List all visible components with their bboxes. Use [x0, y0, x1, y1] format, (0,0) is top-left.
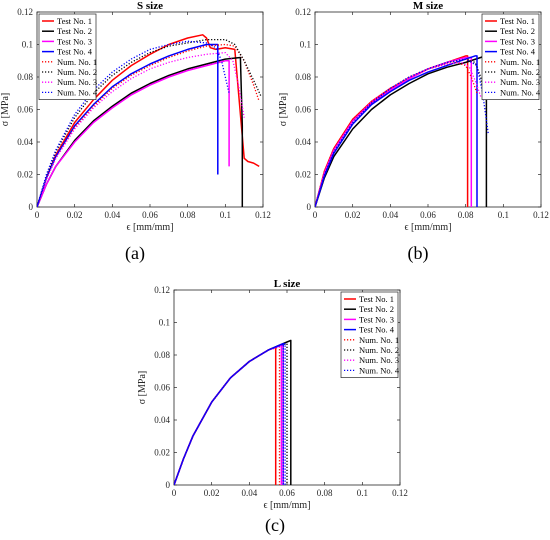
p0-y-tick-label: 0.12: [17, 7, 33, 17]
p2-legend-entry-6: Num. No. 2: [359, 345, 399, 355]
p2-x-tick-label: 0.08: [317, 488, 333, 498]
p1-title: M size: [413, 0, 443, 12]
p0-legend-entry-7: Num. No. 3: [57, 77, 97, 87]
p0-x-tick-label: 0.12: [255, 210, 271, 220]
p2-panel-label: (c): [265, 515, 285, 536]
p2-x-axis-label: ϵ [mm/mm]: [263, 500, 310, 511]
p1-legend-entry-4: Test No. 4: [500, 47, 536, 57]
p1-legend-entry-8: Num. No. 4: [500, 87, 541, 97]
p2-series-group: [174, 339, 292, 485]
p2-title: L size: [274, 278, 301, 290]
p1-x-tick-label: 0: [313, 210, 318, 220]
p0-y-axis-label: σ [MPa]: [0, 93, 11, 126]
p0-series-line-7: [37, 51, 245, 207]
p0-x-tick-label: 0.02: [67, 210, 83, 220]
p1-y-tick-label: 0.1: [300, 40, 311, 50]
p0-y-tick-label: 0.02: [17, 170, 33, 180]
p2-x-tick-label: 0.04: [241, 488, 257, 498]
p2-legend-entry-7: Num. No. 3: [359, 355, 399, 365]
p1-x-tick-label: 0.08: [458, 210, 474, 220]
p1-legend-entry-1: Test No. 1: [500, 16, 535, 26]
p2-x-tick-label: 0: [172, 488, 177, 498]
p1-series-line-7: [315, 61, 482, 207]
p2-legend-entry-2: Test No. 2: [359, 304, 394, 314]
p1-x-tick-label: 0.12: [533, 210, 549, 220]
p0-legend-entry-6: Num. No. 2: [57, 67, 97, 77]
p0-x-axis-label: ϵ [mm/mm]: [126, 222, 173, 233]
p0-legend-entry-1: Test No. 1: [57, 16, 92, 26]
p1-y-tick-label: 0.02: [295, 170, 311, 180]
p2-legend-entry-5: Num. No. 1: [359, 335, 399, 345]
p0-title: S size: [137, 0, 163, 12]
p2-x-tick-label: 0.02: [204, 488, 220, 498]
p1-y-tick-label: 0.06: [295, 105, 311, 115]
p1-x-tick-label: 0.02: [345, 210, 361, 220]
p2-legend-box: [340, 291, 399, 378]
p0-x-tick-label: 0.04: [104, 210, 120, 220]
p0-x-tick-label: 0.1: [220, 210, 231, 220]
p1-legend-entry-2: Test No. 2: [500, 26, 535, 36]
p2-y-tick-label: 0: [166, 480, 171, 490]
p1-legend-entry-3: Test No. 3: [500, 36, 535, 46]
p0-legend-box: [38, 13, 97, 100]
p1-x-tick-label: 0.06: [420, 210, 436, 220]
p2-legend-entry-3: Test No. 3: [359, 314, 394, 324]
p0-x-tick-label: 0: [35, 210, 40, 220]
p0-legend-entry-5: Num. No. 1: [57, 57, 97, 67]
p0-x-tick-label: 0.08: [180, 210, 196, 220]
p1-y-tick-label: 0.08: [295, 72, 311, 82]
p2-y-tick-label: 0.08: [154, 350, 170, 360]
p1-legend-entry-6: Num. No. 2: [500, 67, 540, 77]
p0-series-line-4: [37, 43, 219, 207]
p2-y-tick-label: 0.06: [154, 383, 170, 393]
p0-panel-label: (a): [125, 243, 145, 264]
p1-series-line-3: [315, 56, 473, 207]
p1-y-tick-label: 0.04: [295, 137, 311, 147]
p2-y-tick-label: 0.1: [159, 318, 170, 328]
p1-y-axis-label: σ [MPa]: [278, 93, 289, 126]
p1-y-tick-label: 0: [307, 202, 312, 212]
p2-y-tick-label: 0.04: [154, 415, 170, 425]
panel-c: 0 0.02 0.04 0.06 0.08 0.1 0.12 0 0.02 0.04 0.06 0.0…: [137, 278, 408, 536]
p0-y-tick-label: 0.06: [17, 105, 33, 115]
p0-y-tick-label: 0.04: [17, 137, 33, 147]
p1-x-axis-label: ϵ [mm/mm]: [404, 222, 451, 233]
p2-y-tick-label: 0.02: [154, 448, 170, 458]
p1-legend-entry-5: Num. No. 1: [500, 57, 540, 67]
p1-legend-entry-7: Num. No. 3: [500, 77, 540, 87]
p0-y-tick-label: 0: [29, 202, 34, 212]
p2-x-tick-label: 0.12: [392, 488, 408, 498]
p0-x-tick-label: 0.06: [142, 210, 158, 220]
p1-panel-label: (b): [408, 243, 429, 264]
p1-x-tick-label: 0.1: [498, 210, 509, 220]
p2-series-line-4: [174, 342, 284, 485]
p0-series-group: [37, 34, 262, 207]
p0-series-line-8: [37, 40, 230, 207]
p0-legend-entry-2: Test No. 2: [57, 26, 92, 36]
p0-legend-entry-4: Test No. 4: [57, 47, 93, 57]
p0-y-tick-label: 0.08: [17, 72, 33, 82]
panel-b: 0 0.02 0.04 0.06 0.08 0.1 0.12 0 0.02 0.04 0.06 0.0…: [278, 0, 549, 264]
p2-legend-entry-8: Num. No. 4: [359, 365, 400, 375]
p2-y-axis-label: σ [MPa]: [137, 371, 148, 404]
p1-series-line-4: [315, 55, 478, 207]
p2-legend-entry-1: Test No. 1: [359, 294, 394, 304]
p1-x-tick-label: 0.04: [382, 210, 398, 220]
p0-legend-entry-8: Num. No. 4: [57, 87, 98, 97]
p0-series-line-3: [37, 60, 230, 207]
p1-legend-box: [481, 13, 540, 100]
panel-a: 0 0.02 0.04 0.06 0.08 0.1 0.12 0 0.02 0.04 0.06 0.0…: [0, 0, 271, 264]
p2-legend-entry-4: Test No. 4: [359, 325, 395, 335]
p2-series-line-8: [174, 342, 286, 485]
p2-x-tick-label: 0.06: [279, 488, 295, 498]
p2-x-tick-label: 0.1: [357, 488, 368, 498]
p0-y-tick-label: 0.1: [22, 40, 33, 50]
p2-y-tick-label: 0.12: [154, 285, 170, 295]
p1-y-tick-label: 0.12: [295, 7, 311, 17]
p0-legend-entry-3: Test No. 3: [57, 36, 92, 46]
